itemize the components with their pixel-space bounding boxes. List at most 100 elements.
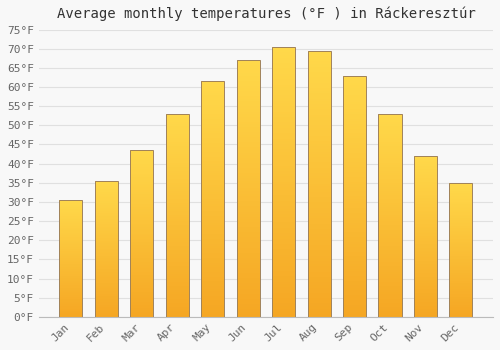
Bar xyxy=(95,275,118,276)
Bar xyxy=(414,243,437,244)
Bar xyxy=(450,183,472,184)
Bar xyxy=(236,209,260,212)
Bar xyxy=(343,165,366,167)
Bar xyxy=(343,78,366,80)
Bar xyxy=(272,149,295,152)
Bar xyxy=(166,179,189,181)
Bar xyxy=(272,171,295,174)
Bar xyxy=(60,305,82,306)
Bar xyxy=(378,258,402,260)
Bar xyxy=(95,309,118,310)
Bar xyxy=(130,268,154,270)
Bar xyxy=(414,267,437,268)
Bar xyxy=(343,232,366,235)
Bar xyxy=(166,150,189,152)
Bar xyxy=(450,215,472,216)
Bar xyxy=(236,91,260,93)
Bar xyxy=(343,148,366,150)
Bar xyxy=(95,183,118,185)
Bar xyxy=(378,167,402,169)
Bar xyxy=(166,296,189,299)
Bar xyxy=(166,258,189,260)
Bar xyxy=(201,225,224,227)
Bar xyxy=(166,284,189,286)
Bar xyxy=(414,195,437,196)
Bar xyxy=(378,266,402,268)
Bar xyxy=(201,135,224,138)
Bar xyxy=(272,58,295,60)
Bar xyxy=(95,294,118,295)
Bar xyxy=(236,89,260,91)
Bar xyxy=(414,212,437,214)
Bar xyxy=(201,112,224,114)
Bar xyxy=(130,273,154,275)
Bar xyxy=(343,117,366,119)
Bar xyxy=(130,267,154,268)
Bar xyxy=(95,193,118,195)
Bar xyxy=(95,242,118,243)
Bar xyxy=(414,214,437,216)
Bar xyxy=(201,91,224,93)
Bar xyxy=(95,269,118,271)
Bar xyxy=(236,219,260,222)
Bar xyxy=(272,52,295,55)
Bar xyxy=(201,213,224,216)
Bar xyxy=(236,204,260,206)
Bar xyxy=(272,203,295,206)
Bar xyxy=(378,299,402,301)
Bar xyxy=(236,247,260,250)
Bar xyxy=(166,223,189,225)
Bar xyxy=(378,191,402,193)
Bar xyxy=(166,311,189,313)
Bar xyxy=(95,200,118,201)
Bar xyxy=(95,235,118,237)
Bar xyxy=(414,262,437,264)
Bar xyxy=(343,92,366,95)
Bar xyxy=(308,269,330,272)
Bar xyxy=(308,144,330,146)
Bar xyxy=(201,133,224,135)
Bar xyxy=(308,295,330,298)
Bar xyxy=(308,314,330,317)
Bar xyxy=(272,303,295,306)
Bar xyxy=(95,245,118,246)
Bar xyxy=(130,190,154,192)
Bar xyxy=(450,270,472,271)
Bar xyxy=(414,299,437,301)
Bar xyxy=(60,268,82,269)
Bar xyxy=(414,310,437,312)
Bar xyxy=(414,298,437,299)
Bar xyxy=(95,209,118,211)
Bar xyxy=(236,230,260,232)
Bar xyxy=(130,312,154,314)
Bar xyxy=(414,216,437,217)
Bar xyxy=(130,262,154,264)
Bar xyxy=(166,169,189,171)
Bar xyxy=(450,291,472,293)
Bar xyxy=(308,258,330,261)
Bar xyxy=(272,47,295,317)
Bar xyxy=(130,237,154,238)
Bar xyxy=(450,204,472,205)
Bar xyxy=(308,141,330,144)
Bar xyxy=(130,297,154,299)
Bar xyxy=(236,183,260,186)
Bar xyxy=(450,247,472,248)
Bar xyxy=(308,237,330,240)
Bar xyxy=(60,246,82,247)
Bar xyxy=(378,223,402,225)
Bar xyxy=(130,305,154,307)
Bar xyxy=(272,195,295,198)
Bar xyxy=(272,120,295,122)
Bar xyxy=(378,309,402,311)
Bar xyxy=(95,239,118,241)
Bar xyxy=(166,171,189,173)
Bar xyxy=(378,177,402,179)
Bar xyxy=(450,239,472,240)
Bar xyxy=(95,284,118,286)
Bar xyxy=(343,189,366,191)
Bar xyxy=(95,280,118,281)
Bar xyxy=(201,284,224,286)
Bar xyxy=(343,100,366,102)
Bar xyxy=(201,291,224,293)
